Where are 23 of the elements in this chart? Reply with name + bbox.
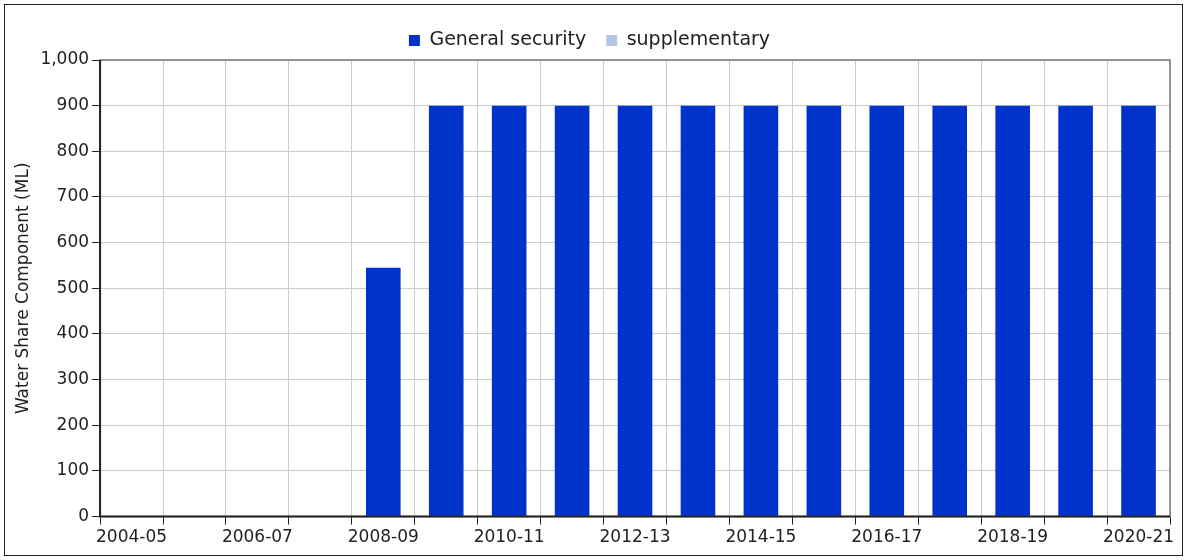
- y-tick-label: 700: [56, 185, 90, 206]
- y-tick-label: 300: [56, 368, 90, 389]
- x-tick-label: 2012-13: [599, 526, 671, 547]
- legend-label: General security: [429, 27, 587, 50]
- y-tick-label: 900: [56, 94, 90, 115]
- x-tick-label: 2020-21: [1103, 526, 1175, 547]
- x-tick-label: 2016-17: [851, 526, 923, 547]
- x-tick-label: 2006-07: [221, 526, 293, 547]
- y-tick-label: 100: [56, 459, 90, 480]
- y-tick-label: 400: [56, 322, 90, 343]
- y-tick-label: 1,000: [40, 48, 90, 69]
- y-tick-label: 800: [56, 139, 90, 160]
- x-tick-label: 2014-15: [725, 526, 797, 547]
- y-tick-label: 500: [56, 276, 90, 297]
- x-tick-label: 2010-11: [473, 526, 545, 547]
- legend-label: supplementary: [626, 27, 771, 50]
- x-tick-label: 2004-05: [96, 526, 168, 547]
- y-tick-label: 600: [56, 231, 90, 252]
- x-tick-label: 2008-09: [347, 526, 419, 547]
- y-tick-label: 200: [56, 413, 90, 434]
- y-axis-title: Water Share Component (ML): [11, 162, 32, 415]
- x-tick-label: 2018-19: [977, 526, 1049, 547]
- y-tick-label: 0: [78, 505, 90, 526]
